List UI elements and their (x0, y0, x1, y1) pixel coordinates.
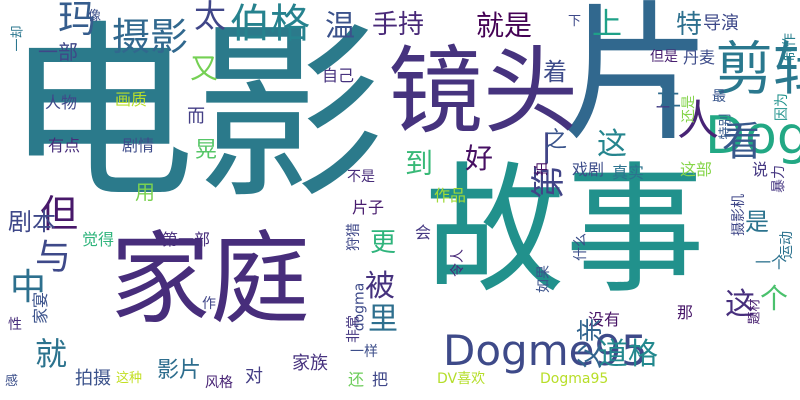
word: 题材 (747, 298, 763, 325)
word: 像 (88, 9, 102, 24)
word: 丹麦 (683, 48, 716, 67)
word: 之 (545, 128, 568, 153)
word: 但 (40, 192, 79, 236)
word: 道格 (598, 337, 658, 372)
word: 晃 (195, 138, 218, 163)
word: 而 (187, 106, 205, 127)
word: 又 (190, 52, 219, 85)
word: 父亲 (576, 316, 607, 370)
word: 剪辑 (715, 35, 800, 103)
word: 一样 (350, 344, 378, 360)
word: 里 (368, 302, 398, 337)
word: 好 (465, 142, 494, 175)
word: 拍摄 (75, 368, 111, 389)
word: 让 (657, 83, 681, 111)
word: 太 (194, 0, 227, 35)
word: 是 (745, 208, 769, 236)
word: 没有 (588, 310, 621, 329)
word: 制作 (782, 33, 798, 61)
word: 看 (722, 119, 762, 165)
word: 家宴 (31, 291, 51, 325)
word: 对 (245, 366, 263, 387)
word: 非常 (346, 315, 362, 343)
word: 还是 (681, 95, 697, 123)
word: 镜头 (388, 37, 579, 147)
word: 温 (325, 9, 355, 44)
word: 一个 (755, 253, 788, 272)
word: 玛 (58, 0, 97, 41)
word: 家族 (292, 353, 328, 374)
word: 导演 (703, 13, 739, 34)
word: 剧情 (122, 136, 155, 155)
word: 因为 (774, 93, 790, 121)
word: Dogme95 (443, 326, 648, 375)
word: 有点 (48, 136, 81, 155)
word: 人物 (45, 93, 78, 112)
word: Dogma95 (540, 371, 609, 387)
word: 用 (135, 180, 155, 204)
word: 手持 (372, 10, 425, 40)
word: 剧本 (8, 208, 56, 236)
word: 画质 (115, 90, 148, 109)
word: 如果 (536, 265, 552, 293)
word: 把 (372, 370, 389, 389)
word: DV喜欢 (437, 371, 486, 387)
word: 就是 (476, 9, 533, 42)
word: 影片 (157, 358, 202, 383)
word: 什么 (573, 233, 589, 261)
word: 那 (677, 303, 694, 322)
word: 真实 (612, 163, 645, 182)
word: 会 (415, 223, 432, 242)
word: 片子 (352, 198, 385, 217)
word: 个 (760, 282, 789, 315)
word: 更 (370, 228, 397, 258)
word: 作品 (434, 186, 467, 205)
word: 就 (35, 335, 68, 373)
word: 着 (543, 58, 567, 86)
word: 风格 (205, 375, 233, 391)
word: 特别 (718, 113, 734, 140)
word: 下 (568, 14, 582, 29)
word: 片 (562, 0, 713, 162)
word: 最 (712, 89, 726, 105)
word: 一部 (38, 40, 78, 64)
word: 自己 (322, 66, 355, 85)
word: ー (655, 98, 672, 117)
word: 这种 (116, 371, 143, 386)
word: Dogme (705, 106, 800, 166)
word: 上 (592, 7, 622, 42)
word: 戏剧 (572, 160, 605, 179)
word: 拍 (534, 162, 550, 176)
word: 觉得 (82, 230, 115, 249)
word: 与 (35, 237, 72, 278)
word: 伯格 (230, 1, 310, 47)
word: 狩猎 (346, 223, 362, 251)
word: 摄影机 (731, 194, 747, 236)
word: 被 (365, 269, 395, 304)
word: 第一部 (162, 230, 211, 249)
word: 不是 (347, 169, 375, 185)
word: 但是 (650, 49, 678, 65)
word: 摄影 (112, 15, 189, 59)
word: 人 (677, 96, 720, 145)
word: 这 (725, 287, 755, 322)
word: 特 (676, 10, 703, 40)
word: 还 (348, 370, 365, 389)
word: 电影 (5, 4, 386, 225)
word: 这部 (680, 160, 713, 179)
word: 到 (405, 147, 434, 180)
word: 一却 (10, 25, 26, 52)
word: 说 (752, 160, 769, 179)
word: 性 (8, 317, 22, 333)
word: 感 (5, 374, 19, 389)
word: 暴力 (771, 165, 787, 193)
word: 家庭 (110, 221, 310, 338)
word: 这 (597, 127, 627, 162)
word: 中 (10, 267, 47, 308)
word: 令人 (450, 249, 466, 277)
word: 故事 (425, 150, 706, 313)
word: 作 (202, 296, 216, 312)
